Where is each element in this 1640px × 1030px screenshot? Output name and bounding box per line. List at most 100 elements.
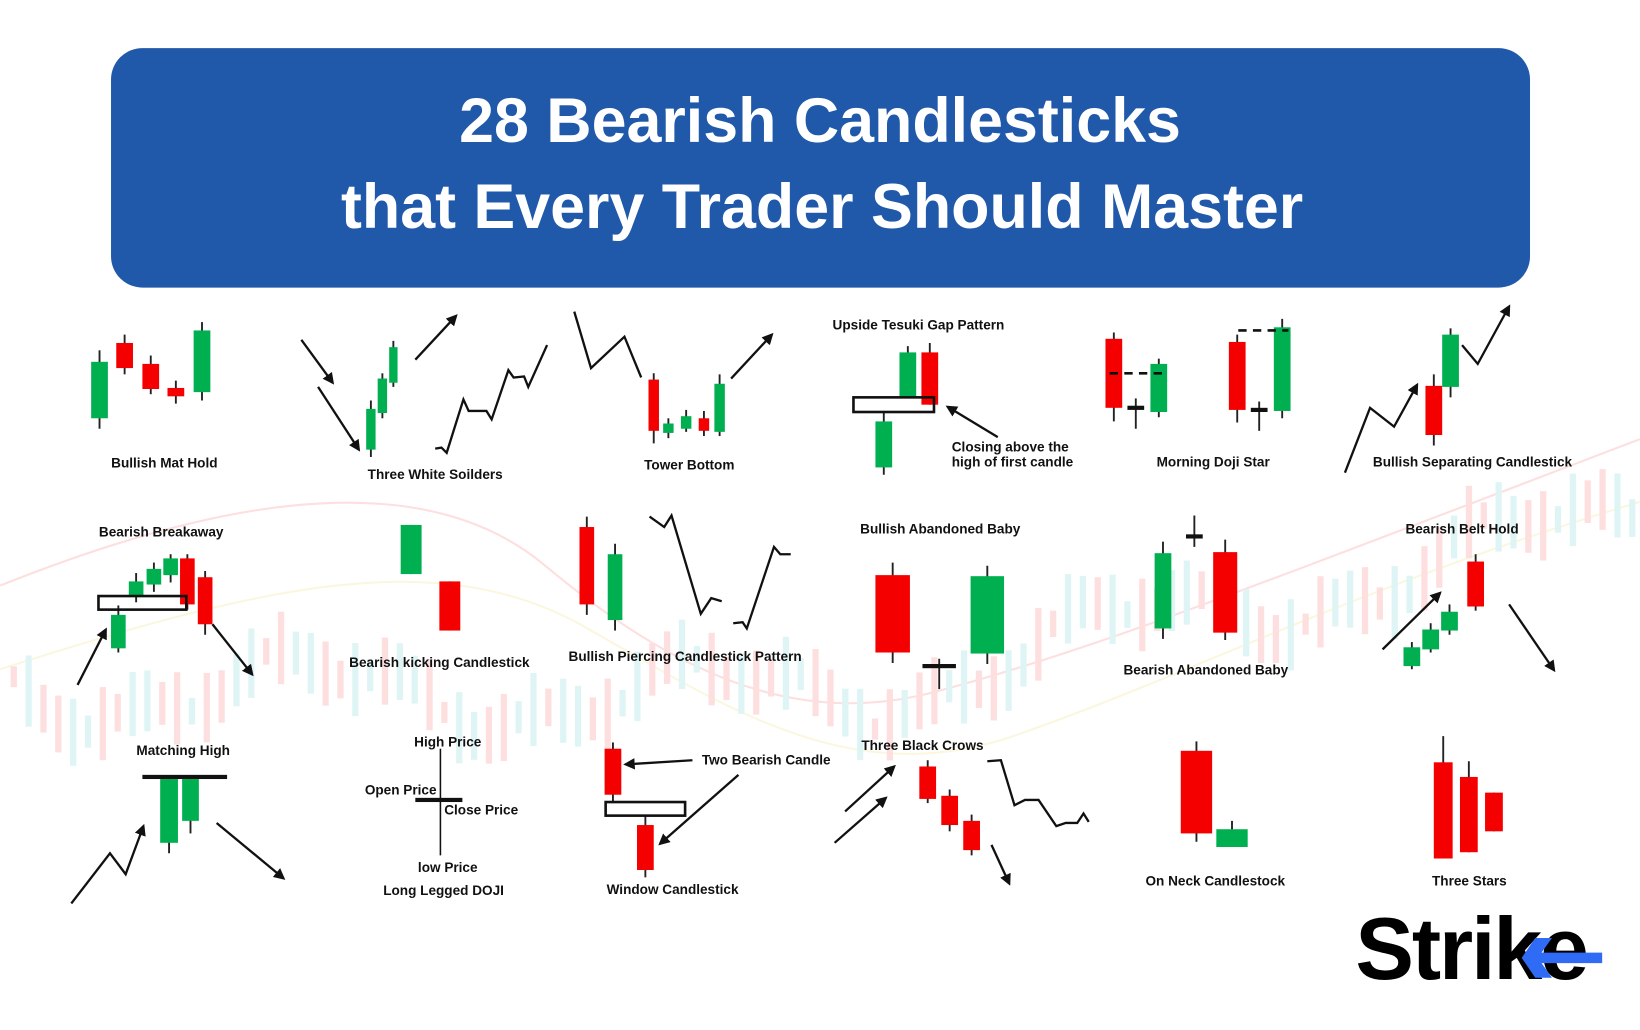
- background-candle: [663, 631, 671, 684]
- zigzag-line: [987, 758, 1090, 828]
- background-candle: [99, 687, 107, 761]
- note-closing-above-1: Closing above the: [952, 440, 1069, 455]
- background-candle: [1450, 515, 1458, 559]
- bullish-candle: [680, 409, 692, 432]
- background-candle: [307, 632, 314, 694]
- arrow-icon: [211, 623, 254, 677]
- bearish-candle: [197, 570, 213, 635]
- background-candle: [337, 660, 344, 699]
- zigzag-line: [733, 544, 791, 632]
- background-candle: [797, 658, 804, 691]
- background-candle: [1436, 527, 1443, 588]
- background-candle: [1020, 643, 1027, 687]
- candle-body: [377, 378, 388, 414]
- candle-body: [400, 524, 422, 575]
- label-bearish-breakaway: Bearish Breakaway: [99, 524, 224, 539]
- candle-body: [1250, 407, 1268, 412]
- bearish-candle: [921, 342, 939, 405]
- background-chart: [0, 438, 1640, 766]
- background-candle: [263, 638, 270, 665]
- background-candle: [782, 636, 790, 710]
- bullish-candle: [1441, 604, 1458, 635]
- candle-body: [604, 748, 622, 795]
- background-candle: [574, 685, 582, 747]
- bullish-candle: [663, 418, 674, 439]
- background-candle: [426, 658, 433, 731]
- bearish-candle: [698, 410, 710, 437]
- bullish-candle: [1403, 642, 1421, 670]
- candle-body: [1127, 405, 1145, 410]
- candle-body: [1273, 327, 1291, 411]
- background-candle: [842, 688, 849, 737]
- bearish-candle: [1485, 792, 1503, 832]
- background-candle: [1480, 502, 1487, 529]
- bearish-candle: [919, 760, 937, 804]
- label-long-legged-doji: Long Legged DOJI: [383, 883, 504, 898]
- background-candle: [708, 632, 715, 706]
- background-candle: [1317, 576, 1324, 648]
- background-candle: [1554, 506, 1562, 533]
- candle-body: [1467, 561, 1485, 607]
- candle-body: [142, 363, 160, 389]
- label-bullish-piercing: Bullish Piercing Candlestick Pattern: [569, 649, 802, 664]
- label-three-black-crows: Three Black Crows: [861, 738, 983, 753]
- background-candle: [1168, 570, 1176, 632]
- background-candle: [248, 628, 255, 698]
- background-candle: [1094, 577, 1101, 630]
- candle-body: [116, 342, 133, 369]
- candle-body: [180, 558, 195, 605]
- header-banner: 28 Bearish Candlesticks that Every Trade…: [111, 48, 1531, 288]
- background-candle: [1287, 599, 1294, 671]
- label-tower-bottom: Tower Bottom: [644, 458, 734, 473]
- background-candle: [500, 693, 507, 762]
- label-three-white-soldiers: Three White Soilders: [368, 467, 503, 482]
- background-candle: [678, 619, 686, 690]
- background-candle: [84, 715, 92, 748]
- candle-body: [128, 581, 144, 597]
- trend-lines: [70, 304, 1556, 905]
- candle-body: [663, 423, 674, 433]
- background-candle: [1629, 499, 1636, 537]
- label-close-price: Close Price: [444, 803, 518, 818]
- doji-candle: [1250, 401, 1268, 431]
- arrow-icon: [215, 822, 286, 880]
- candles: [91, 318, 1503, 878]
- bearish-candle: [1228, 334, 1246, 423]
- background-candle: [1510, 495, 1517, 549]
- background-candle: [441, 701, 448, 723]
- background-candle: [233, 653, 240, 707]
- background-candle: [1569, 473, 1577, 547]
- background-candle: [1421, 546, 1428, 611]
- candle-body: [1154, 553, 1172, 629]
- background-candle: [1525, 500, 1532, 553]
- background-candle: [1183, 560, 1190, 625]
- background-candle: [589, 697, 597, 741]
- candle-body: [1433, 762, 1453, 859]
- arrow-icon: [76, 627, 107, 686]
- candle-body: [680, 416, 692, 429]
- background-candle: [1540, 491, 1547, 561]
- logo-text: Strike: [1355, 899, 1587, 998]
- bullish-candle: [875, 412, 893, 475]
- arrow-icon: [1381, 591, 1442, 651]
- label-bullish-abandoned-baby: Bullish Abandoned Baby: [860, 521, 1021, 536]
- candle-body: [1180, 750, 1213, 834]
- candle-body: [163, 558, 178, 576]
- background-candle: [530, 672, 537, 747]
- candle-body: [193, 330, 211, 393]
- bullish-candle: [111, 605, 126, 653]
- background-candle: [515, 701, 522, 734]
- background-candle: [381, 637, 389, 705]
- bearish-candle: [579, 516, 595, 615]
- bearish-candle: [1433, 736, 1453, 859]
- label-upside-tesuki: Upside Tesuki Gap Pattern: [833, 317, 1005, 332]
- label-three-stars: Three Stars: [1432, 874, 1507, 889]
- background-candle: [10, 666, 17, 688]
- arrow-icon: [317, 386, 361, 452]
- candle-body: [1425, 385, 1443, 436]
- candle-body: [1459, 776, 1478, 853]
- label-two-bearish-candle: Two Bearish Candle: [702, 752, 831, 767]
- bearish-candle: [604, 742, 622, 803]
- candle-body: [1185, 534, 1203, 539]
- candle-body: [970, 576, 1005, 654]
